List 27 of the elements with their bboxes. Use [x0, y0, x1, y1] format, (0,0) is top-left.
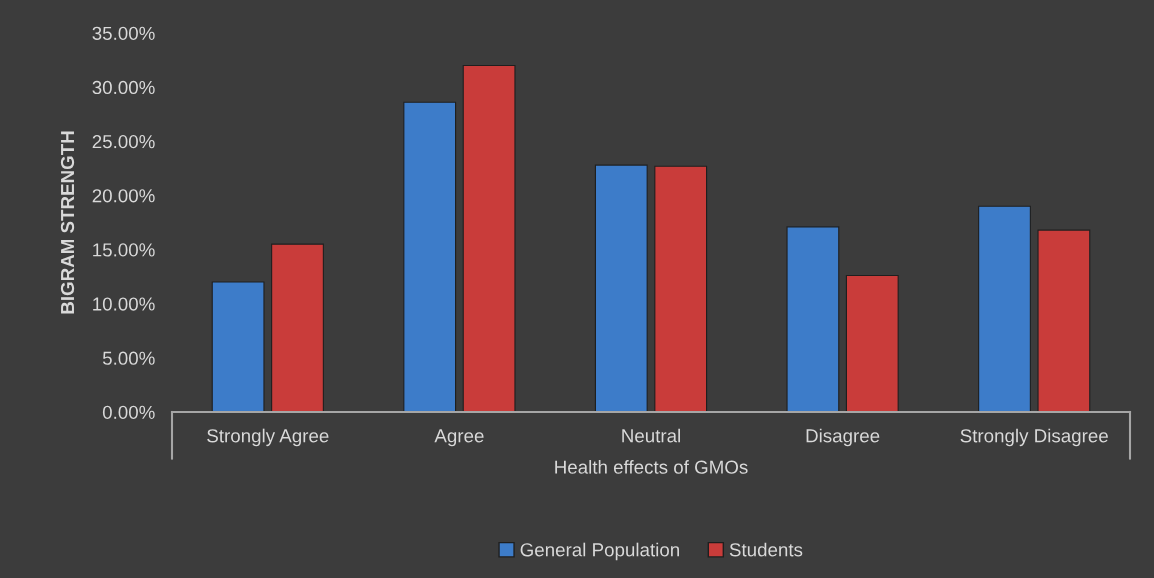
legend-label: Students: [729, 542, 803, 557]
bar: [271, 243, 324, 412]
y-tick-label: 10.00%: [93, 297, 155, 311]
x-tick-label: Neutral: [622, 428, 680, 443]
y-axis-title: BIGRAM STRENGTH: [60, 131, 75, 314]
x-tick-label: Disagree: [806, 428, 880, 447]
legend-label: General Population: [520, 542, 679, 561]
bar: [1037, 229, 1091, 412]
y-tick-label: 0.00%: [102, 405, 155, 419]
bar: [211, 281, 265, 412]
y-tick-label: 15.00%: [93, 243, 155, 257]
bar: [978, 205, 1031, 412]
bar: [462, 64, 516, 412]
y-tick-label: 25.00%: [92, 134, 155, 149]
y-tick-label: 5.00%: [102, 351, 155, 365]
x-axis-title: Health effects of GMOs: [555, 460, 748, 474]
x-tick-label: Strongly Disagree: [960, 428, 1108, 447]
bar: [403, 101, 457, 412]
bar: [594, 164, 648, 412]
x-tick-label: Agree: [434, 429, 484, 447]
bar: [786, 226, 840, 412]
y-tick-label: 30.00%: [92, 80, 155, 95]
y-tick-label: 35.00%: [92, 26, 155, 40]
bar: [654, 165, 708, 412]
x-tick-label: Strongly Agree: [207, 428, 329, 447]
bar: [845, 275, 899, 412]
y-tick-label: 20.00%: [92, 189, 155, 203]
